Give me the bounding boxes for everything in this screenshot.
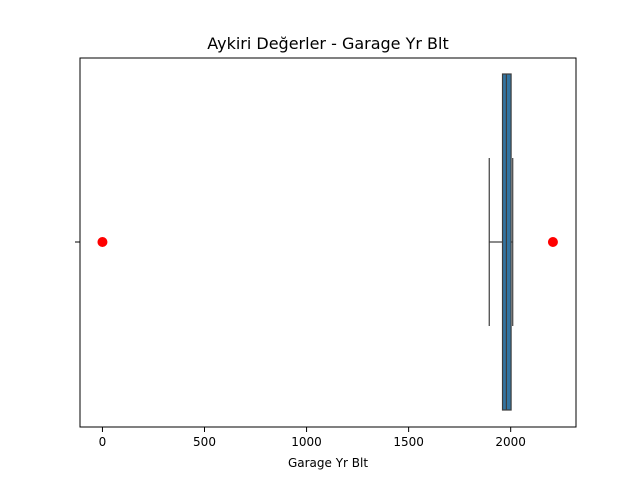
chart-title: Aykiri Değerler - Garage Yr Blt bbox=[207, 34, 449, 53]
outlier-point bbox=[97, 237, 108, 247]
x-ticks: 0 500 1000 1500 2000 bbox=[99, 427, 526, 449]
x-tick-label: 1000 bbox=[291, 435, 322, 449]
outlier-point bbox=[547, 237, 558, 247]
x-tick-label: 500 bbox=[193, 435, 216, 449]
x-tick-label: 0 bbox=[99, 435, 107, 449]
outliers bbox=[97, 237, 558, 247]
box-plot bbox=[488, 73, 514, 411]
x-tick-label: 1500 bbox=[393, 435, 424, 449]
x-tick-label: 2000 bbox=[495, 435, 526, 449]
x-axis-label: Garage Yr Blt bbox=[288, 456, 368, 470]
